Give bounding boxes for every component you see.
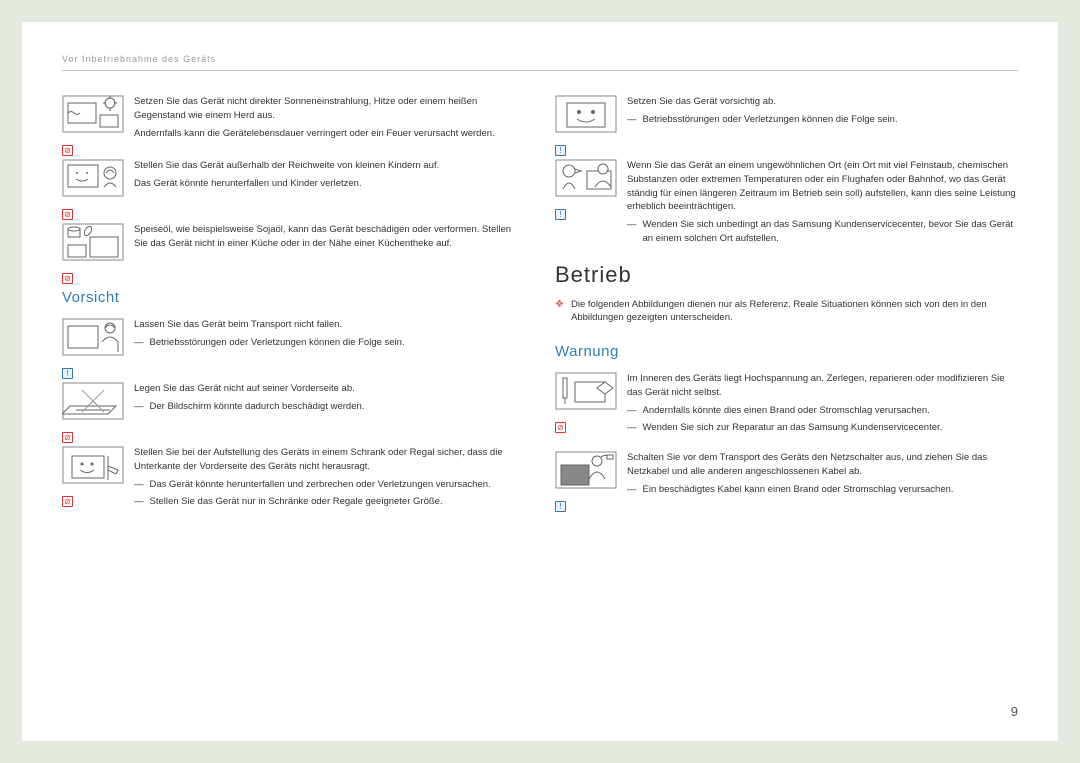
caution-icon: !: [62, 368, 73, 379]
kitchen-oil-icon: ⊘: [62, 223, 124, 271]
safety-item: ⊘ Speiseöl, wie beispielsweise Sojaöl, k…: [62, 223, 525, 271]
sub-text: Andernfalls könnte dies einen Brand oder…: [643, 404, 930, 418]
item-text: Schalten Sie vor dem Transport des Gerät…: [627, 451, 1018, 499]
main-text: Schalten Sie vor dem Transport des Gerät…: [627, 451, 1018, 479]
prohibit-icon: ⊘: [555, 422, 566, 433]
sub-text: Betriebsstörungen oder Verletzungen könn…: [643, 113, 898, 127]
prohibit-icon: ⊘: [62, 209, 73, 220]
main-text: Setzen Sie das Gerät vorsichtig ab.: [627, 95, 1018, 109]
note-bullet-icon: ❖: [555, 298, 565, 326]
caution-icon: !: [555, 501, 566, 512]
columns: ⊘ Setzen Sie das Gerät nicht direkter So…: [62, 95, 1018, 525]
safety-item: ⊘ Stellen Sie bei der Aufstellung des Ge…: [62, 446, 525, 509]
safety-item: ⊘ Stellen Sie das Gerät außerhalb der Re…: [62, 159, 525, 207]
sub-text: Wenden Sie sich unbedingt an das Samsung…: [643, 218, 1019, 246]
caution-icon: !: [555, 209, 566, 220]
prohibit-icon: ⊘: [62, 496, 73, 507]
page-header: Vor Inbetriebnahme des Geräts: [62, 54, 1018, 71]
main-text: Wenn Sie das Gerät an einem ungewöhnlich…: [627, 159, 1018, 214]
caution-icon: !: [555, 145, 566, 156]
sub-text: Ein beschädigtes Kabel kann einen Brand …: [643, 483, 954, 497]
face-down-icon: ⊘: [62, 382, 124, 430]
betrieb-heading: Betrieb: [555, 262, 1018, 288]
note-text: Die folgenden Abbildungen dienen nur als…: [571, 298, 1018, 326]
left-column: ⊘ Setzen Sie das Gerät nicht direkter So…: [62, 95, 525, 525]
item-text: Setzen Sie das Gerät nicht direkter Sonn…: [134, 95, 525, 143]
place-carefully-icon: !: [555, 95, 617, 143]
disassemble-icon: ⊘: [555, 372, 617, 420]
sub-text: Stellen Sie das Gerät nur in Schränke od…: [150, 495, 443, 509]
page-number: 9: [1011, 704, 1018, 719]
prohibit-icon: ⊘: [62, 432, 73, 443]
prohibit-icon: ⊘: [62, 145, 73, 156]
item-text: Stellen Sie bei der Aufstellung des Gerä…: [134, 446, 525, 509]
item-text: Im Inneren des Geräts liegt Hochspannung…: [627, 372, 1018, 435]
safety-item: ! Setzen Sie das Gerät vorsichtig ab. ―B…: [555, 95, 1018, 143]
main-text: Im Inneren des Geräts liegt Hochspannung…: [627, 372, 1018, 400]
main-text: Lassen Sie das Gerät beim Transport nich…: [134, 318, 525, 332]
main-text: Setzen Sie das Gerät nicht direkter Sonn…: [134, 95, 525, 123]
sub-text: Das Gerät könnte herunterfallen und Kind…: [134, 177, 525, 191]
main-text: Legen Sie das Gerät nicht auf seiner Vor…: [134, 382, 525, 396]
item-text: Wenn Sie das Gerät an einem ungewöhnlich…: [627, 159, 1018, 246]
unusual-location-icon: !: [555, 159, 617, 207]
safety-item: ⊘ Legen Sie das Gerät nicht auf seiner V…: [62, 382, 525, 430]
page: Vor Inbetriebnahme des Geräts ⊘: [22, 22, 1058, 741]
unplug-transport-icon: !: [555, 451, 617, 499]
shelf-overhang-icon: ⊘: [62, 446, 124, 494]
right-column: ! Setzen Sie das Gerät vorsichtig ab. ―B…: [555, 95, 1018, 525]
transport-drop-icon: !: [62, 318, 124, 366]
item-text: Speiseöl, wie beispielsweise Sojaöl, kan…: [134, 223, 525, 271]
main-text: Stellen Sie das Gerät außerhalb der Reic…: [134, 159, 525, 173]
item-text: Lassen Sie das Gerät beim Transport nich…: [134, 318, 525, 366]
safety-item: ⊘ Im Inneren des Geräts liegt Hochspannu…: [555, 372, 1018, 435]
sub-text: Andernfalls kann die Gerätelebensdauer v…: [134, 127, 525, 141]
safety-item: ⊘ Setzen Sie das Gerät nicht direkter So…: [62, 95, 525, 143]
sunlight-stove-icon: ⊘: [62, 95, 124, 143]
safety-item: ! Lassen Sie das Gerät beim Transport ni…: [62, 318, 525, 366]
main-text: Speiseöl, wie beispielsweise Sojaöl, kan…: [134, 223, 525, 251]
sub-text: Betriebsstörungen oder Verletzungen könn…: [150, 336, 405, 350]
sub-text: Wenden Sie sich zur Reparatur an das Sam…: [643, 421, 943, 435]
item-text: Setzen Sie das Gerät vorsichtig ab. ―Bet…: [627, 95, 1018, 143]
safety-item: ! Wenn Sie das Gerät an einem ungewöhnli…: [555, 159, 1018, 246]
item-text: Stellen Sie das Gerät außerhalb der Reic…: [134, 159, 525, 207]
safety-item: ! Schalten Sie vor dem Transport des Ger…: [555, 451, 1018, 499]
reference-note: ❖ Die folgenden Abbildungen dienen nur a…: [555, 298, 1018, 326]
children-reach-icon: ⊘: [62, 159, 124, 207]
sub-text: Das Gerät könnte herunterfallen und zerb…: [150, 478, 491, 492]
sub-text: Der Bildschirm könnte dadurch beschädigt…: [150, 400, 365, 414]
prohibit-icon: ⊘: [62, 273, 73, 284]
warnung-heading: Warnung: [555, 343, 1018, 360]
item-text: Legen Sie das Gerät nicht auf seiner Vor…: [134, 382, 525, 430]
vorsicht-heading: Vorsicht: [62, 289, 525, 306]
main-text: Stellen Sie bei der Aufstellung des Gerä…: [134, 446, 525, 474]
